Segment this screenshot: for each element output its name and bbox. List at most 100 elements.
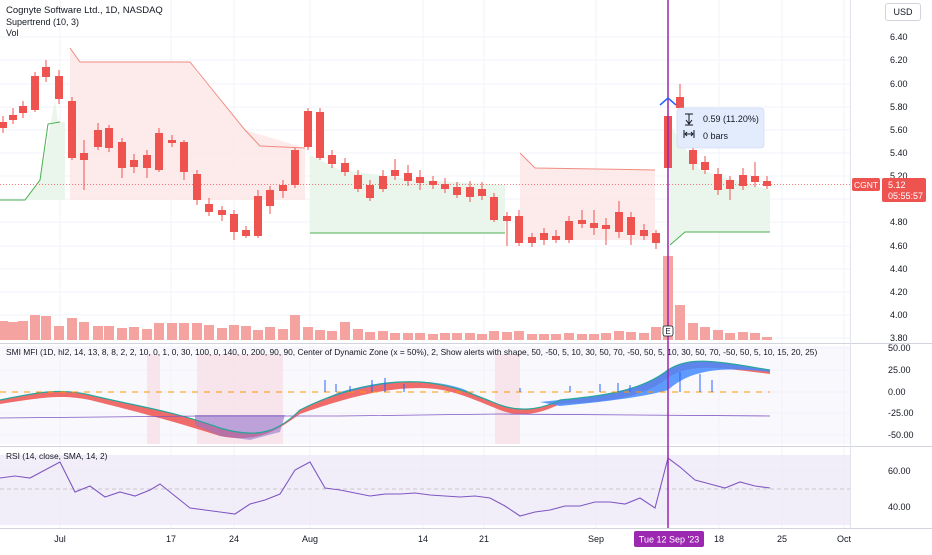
volume-bar [675, 305, 685, 340]
candle-body [328, 155, 336, 164]
earnings-marker-label: E [665, 327, 670, 336]
volume-bar [564, 333, 574, 340]
candle-body [180, 142, 188, 172]
candle-body [552, 236, 560, 240]
current-price-label: 5.12 [888, 180, 906, 190]
candle-body [429, 181, 437, 185]
candle-body [68, 101, 76, 158]
time-axis-label: 25 [777, 534, 787, 544]
volume-bar [440, 333, 450, 340]
time-axis-label: 14 [418, 534, 428, 544]
candle-body [266, 190, 274, 206]
volume-bar [489, 331, 499, 340]
bars-range-icon [683, 130, 695, 138]
volume-bar [340, 322, 350, 340]
candle-body [726, 180, 734, 189]
volume-bar [614, 331, 624, 340]
candle-body [739, 175, 747, 186]
volume-bar [327, 331, 337, 340]
volume-bar [204, 325, 214, 340]
smi-axis-label: -25.00 [888, 408, 914, 418]
candle-body [503, 216, 511, 221]
candle-body [9, 115, 17, 120]
rsi-axis-label: 60.00 [888, 466, 911, 476]
smi-axis[interactable]: 50.00 25.00 0.00 -25.00 -50.00 [888, 343, 914, 440]
candle-body [94, 130, 102, 147]
candle-body [652, 233, 660, 243]
rsi-legend[interactable]: RSI (14, close, SMA, 14, 2) [6, 451, 108, 461]
earnings-marker[interactable]: E [662, 325, 674, 337]
time-axis-label: Oct [837, 534, 852, 544]
volume-bar [750, 333, 760, 340]
currency-button[interactable]: USD [885, 3, 921, 21]
time-axis-label: Aug [302, 534, 318, 544]
volume-bar [551, 334, 561, 340]
volume-bar [415, 333, 425, 340]
supertrend-up-line [669, 231, 770, 246]
volume-bar [241, 326, 251, 340]
price-axis-label: 5.60 [890, 125, 908, 135]
candle-body [640, 230, 648, 236]
time-axis-label: 24 [229, 534, 239, 544]
volume-bar [142, 329, 152, 340]
smi-dynamic-zone [0, 346, 850, 444]
rsi-axis[interactable]: 60.00 40.00 [888, 466, 911, 512]
candle-body [218, 210, 226, 215]
smi-legend[interactable]: SMI MFI (1D, hl2, 14, 13, 8, 8, 2, 2, 10… [6, 347, 818, 357]
candle-body [763, 181, 771, 186]
volume-bar [93, 326, 103, 340]
smi-axis-label: 0.00 [888, 387, 906, 397]
candle-body [565, 221, 573, 240]
volume-bar [589, 334, 599, 340]
volume-bar [762, 337, 772, 340]
volume-bar [117, 328, 127, 340]
supertrend-up-fill [310, 155, 505, 233]
candle-body [441, 184, 449, 189]
volume-bar [179, 323, 189, 340]
volume-bar [601, 333, 611, 340]
rsi-axis-label: 40.00 [888, 502, 911, 512]
smi-area-purple [195, 415, 285, 440]
symbol-legend[interactable]: Cognyte Software Ltd., 1D, NASDAQ [6, 5, 163, 16]
candle-body [540, 233, 548, 240]
time-axis[interactable]: Jul 17 24 Aug 14 21 Sep 18 25 Oct [54, 534, 851, 544]
smi-axis-label: 50.00 [888, 343, 911, 353]
volume-bar [465, 333, 475, 340]
candle-body [0, 122, 7, 128]
current-symbol-label: CGNT [854, 180, 878, 190]
volume-bar [365, 332, 375, 340]
candle-body [105, 128, 113, 148]
measure-change-text: 0.59 (11.20%) [703, 114, 759, 124]
volume-bar [18, 321, 28, 340]
price-axis-label: 4.20 [890, 287, 908, 297]
price-axis-label: 4.80 [890, 217, 908, 227]
volume-legend[interactable]: Vol [6, 28, 19, 38]
candle-body [279, 185, 287, 191]
volume-bar [514, 331, 524, 340]
candle-body [341, 163, 349, 172]
candle-body [118, 142, 126, 168]
candle-body [627, 217, 635, 235]
candle-body [155, 133, 163, 170]
volume-bar [378, 331, 388, 340]
volume-bar [192, 323, 202, 340]
candle-body [751, 176, 759, 182]
candle-body [168, 140, 176, 143]
supertrend-legend[interactable]: Supertrend (10, 3) [6, 17, 80, 27]
volume-bar [167, 323, 177, 340]
volume-bar [403, 333, 413, 340]
candle-body [304, 111, 312, 147]
candle-body [689, 150, 697, 164]
volume-bar [639, 333, 649, 340]
candle-body [714, 174, 722, 190]
candle-body [230, 214, 238, 232]
smi-area-positive [540, 361, 770, 406]
volume-bar [527, 334, 537, 340]
price-range-icon [685, 113, 693, 126]
volume-bar [67, 318, 77, 340]
candle-body [590, 223, 598, 228]
candle-body [404, 173, 412, 181]
candle-body [701, 162, 709, 170]
candle-body [416, 177, 424, 183]
